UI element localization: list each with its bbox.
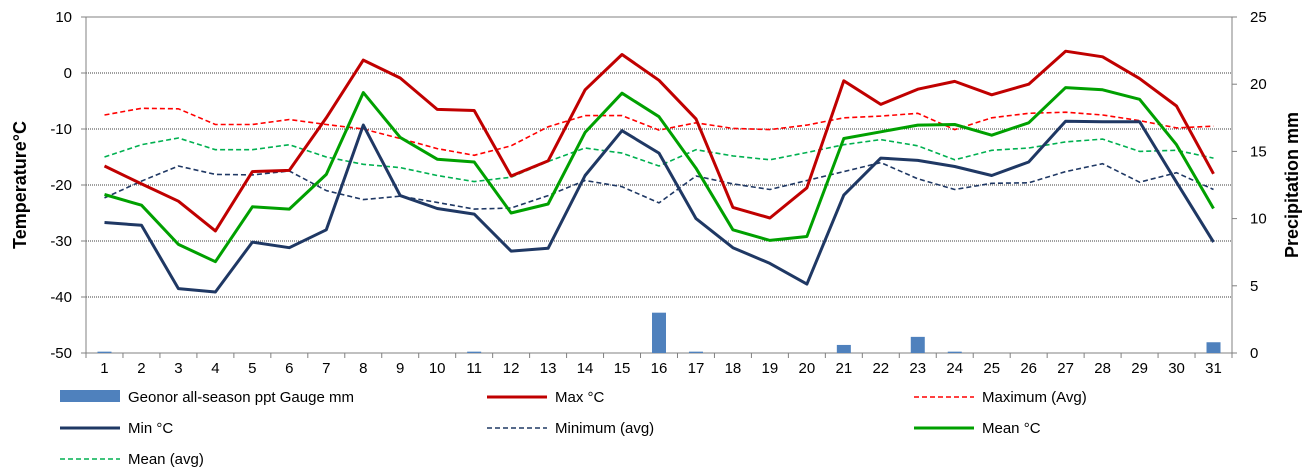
y-tick-label: -10 [50,121,72,138]
legend-item-mean: Mean °C [914,420,1041,437]
x-tick-label: 9 [396,360,404,377]
y2-tick-label: 5 [1250,278,1258,295]
y-tick-label: 0 [64,65,72,82]
x-tick-label: 31 [1205,360,1222,377]
y-axis-left-ticks: 10 0 -10 -20 -30 -40 -50 [50,9,86,362]
x-tick-label: 7 [322,360,330,377]
temperature-lines [103,49,1215,294]
series-line-min [104,119,1215,294]
legend-item-mean-avg: Mean (avg) [60,451,204,468]
legend-label: Mean °C [982,420,1041,437]
y-tick-label: -20 [50,177,72,194]
x-tick-label: 20 [799,360,816,377]
x-tick-label: 16 [651,360,668,377]
x-tick-label: 13 [540,360,557,377]
precip-bar [910,336,925,353]
legend-swatch [60,390,120,402]
y-axis-right-title: Precipitation mm [1282,112,1302,258]
precip-bar [836,344,851,353]
legend-item-min-avg: Minimum (avg) [487,420,654,437]
x-tick-label: 14 [577,360,594,377]
legend-item-max-avg: Maximum (Avg) [914,389,1087,406]
legend-item-min: Min °C [60,420,173,437]
y2-tick-label: 25 [1250,9,1267,26]
precip-bar [688,351,703,353]
legend-label: Min °C [128,420,173,437]
y-tick-label: -50 [50,345,72,362]
series-line-mean [104,86,1215,264]
legend-label: Max °C [555,389,605,406]
x-tick-label: 12 [503,360,520,377]
x-tick-label: 17 [688,360,705,377]
y2-tick-label: 0 [1250,345,1258,362]
x-tick-label: 18 [725,360,742,377]
y2-tick-label: 20 [1250,76,1267,93]
legend-label: Mean (avg) [128,451,204,468]
x-tick-label: 1 [100,360,108,377]
x-tick-label: 24 [946,360,963,377]
x-tick-label: 2 [137,360,145,377]
x-tick-label: 6 [285,360,293,377]
y-tick-label: 10 [55,9,72,26]
x-tick-label: 30 [1168,360,1185,377]
y2-tick-label: 10 [1250,211,1267,228]
legend-label: Minimum (avg) [555,420,654,437]
precip-bar [652,312,666,353]
precip-bar [467,351,482,353]
x-tick-label: 22 [872,360,889,377]
precip-bar [1206,342,1221,353]
y-tick-label: -40 [50,289,72,306]
x-tick-label: 23 [909,360,926,377]
legend-label: Geonor all-season ppt Gauge mm [128,389,354,406]
series-line-max-avg [104,107,1214,157]
x-tick-label: 19 [762,360,779,377]
precip-bar [97,351,112,353]
legend-item-max: Max °C [487,389,605,406]
x-tick-label: 15 [614,360,631,377]
x-tick-label: 10 [429,360,446,377]
precip-bars [97,312,1221,353]
x-tick-label: 26 [1020,360,1037,377]
x-tick-label: 3 [174,360,182,377]
x-tick-label: 27 [1057,360,1074,377]
legend-item-precip: Geonor all-season ppt Gauge mm [60,389,354,406]
x-tick-label: 21 [835,360,852,377]
y-axis-left-title: Temperature°C [10,121,30,249]
x-axis-ticks: 1 2 3 4 5 6 7 8 9 10 11 12 13 14 15 16 17 18 19 20 21 22 23 24 2… [85,353,1233,377]
series-line-max [103,49,1215,233]
series-line-mean-avg [104,137,1214,183]
x-tick-label: 28 [1094,360,1111,377]
precip-bar [947,351,962,353]
y-tick-label: -30 [50,233,72,250]
x-tick-label: 11 [466,360,482,377]
gridlines [86,72,1232,298]
x-tick-label: 25 [983,360,1000,377]
x-tick-label: 29 [1131,360,1148,377]
legend-label: Maximum (Avg) [982,389,1087,406]
y-axis-right-ticks: 25 20 15 10 5 0 [1232,9,1267,362]
x-tick-label: 5 [248,360,256,377]
legend: Geonor all-season ppt Gauge mm Max °C Maxi… [60,389,1087,468]
y2-tick-label: 15 [1250,143,1267,160]
x-tick-label: 4 [211,360,219,377]
x-tick-label: 8 [359,360,367,377]
